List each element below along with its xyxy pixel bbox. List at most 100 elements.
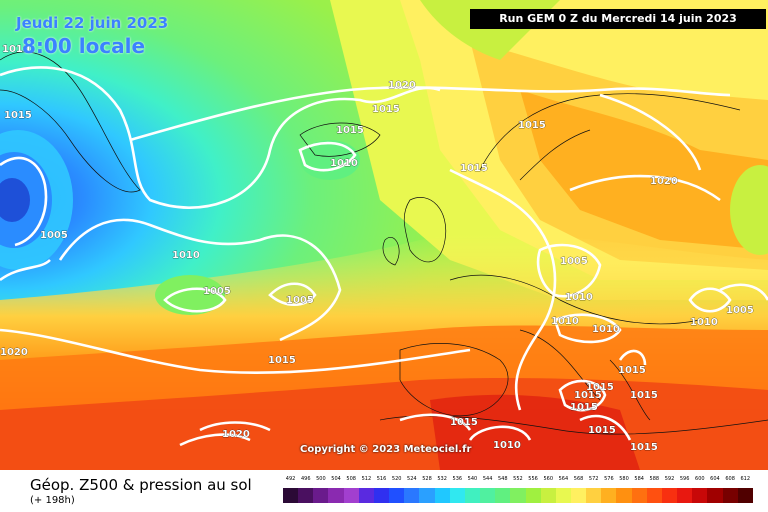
scale-swatch <box>631 488 647 503</box>
copyright: Copyright © 2023 Meteociel.fr <box>300 444 471 455</box>
pressure-label: 1015 <box>630 390 658 401</box>
scale-label: 568 <box>573 476 584 482</box>
scale-swatch <box>661 488 678 503</box>
forecast-time: 8:00 locale <box>22 34 146 58</box>
scale-label: 572 <box>588 476 599 482</box>
scale-swatch <box>707 488 723 503</box>
scale-swatch <box>464 488 481 503</box>
scale-swatch <box>510 488 526 503</box>
pressure-label: 1005 <box>286 295 314 306</box>
pressure-label: 1005 <box>203 286 231 297</box>
scale-label: 540 <box>467 476 478 482</box>
pressure-labels: 1010 1015 1005 1020 1015 1015 1010 1015 … <box>0 44 754 454</box>
scale-label: 548 <box>497 476 508 482</box>
scale-swatch <box>480 488 496 503</box>
isobars <box>0 66 768 447</box>
pressure-label: 1015 <box>588 425 616 436</box>
copyright-line1: Copyright © 2023 Meteociel.fr <box>300 444 472 455</box>
pressure-label: 1005 <box>560 256 588 267</box>
pressure-label: 1015 <box>574 390 602 401</box>
scale-label: 508 <box>346 476 356 482</box>
scale-label: 584 <box>634 476 644 482</box>
chart-title: Géop. Z500 & pression au sol <box>30 476 252 494</box>
pressure-label: 1020 <box>222 429 250 440</box>
scale-bar <box>283 488 753 503</box>
scale-label: 604 <box>710 476 720 482</box>
scale-label: 608 <box>725 476 735 482</box>
forecast-offset: (+ 198h) <box>30 495 75 506</box>
scale-swatch <box>328 488 344 503</box>
scale-label: 520 <box>391 476 402 482</box>
scale-label: 564 <box>558 476 569 482</box>
pressure-label: 1010 <box>551 316 579 327</box>
scale-swatch <box>419 488 435 503</box>
scale-labels: 492 496 500 504 508 512 516 520 524 528 532 536 540 5… <box>283 476 753 486</box>
scale-swatch <box>525 488 541 503</box>
scale-label: 500 <box>316 476 326 482</box>
pressure-label: 1010 <box>172 250 200 261</box>
scale-swatch <box>313 488 329 503</box>
scale-label: 596 <box>679 476 690 482</box>
pressure-label: 1015 <box>336 125 364 136</box>
forecast-date: Jeudi 22 juin 2023 <box>16 14 169 32</box>
scale-label: 576 <box>604 476 614 482</box>
pressure-label: 1015 <box>450 417 478 428</box>
pressure-label: 1005 <box>726 305 754 316</box>
scale-label: 532 <box>437 476 447 482</box>
scale-label: 512 <box>361 476 372 482</box>
scale-label: 600 <box>695 476 705 482</box>
scale-swatch <box>555 488 571 503</box>
scale-swatch <box>373 488 390 503</box>
pressure-label: 1020 <box>650 176 678 187</box>
scale-label: 552 <box>513 476 523 482</box>
pressure-label: 1020 <box>388 80 416 91</box>
run-banner: Run GEM 0 Z du Mercredi 14 juin 2023 <box>470 9 766 29</box>
scale-swatch <box>616 488 632 503</box>
scale-label: 504 <box>331 476 341 482</box>
pressure-label: 1010 <box>330 158 358 169</box>
scale-swatch <box>570 488 587 503</box>
scale-label: 588 <box>649 476 660 482</box>
forecast-map: 1010 1015 1005 1020 1015 1015 1010 1015 … <box>0 0 768 470</box>
pressure-label: 1015 <box>268 355 296 366</box>
scale-swatch <box>646 488 662 503</box>
pressure-label: 1015 <box>618 365 646 376</box>
scale-swatch <box>495 488 511 503</box>
pressure-label: 1015 <box>630 442 658 453</box>
footer: Géop. Z500 & pression au sol (+ 198h) 49… <box>0 470 768 512</box>
scale-label: 524 <box>407 476 417 482</box>
scale-swatch <box>343 488 359 503</box>
scale-swatch <box>737 488 753 503</box>
pressure-label: 1010 <box>493 440 521 451</box>
scale-swatch <box>434 488 450 503</box>
pressure-label: 1015 <box>372 104 400 115</box>
scale-label: 516 <box>376 476 387 482</box>
scale-swatch <box>389 488 405 503</box>
pressure-label: 1015 <box>586 382 614 393</box>
scale-label: 556 <box>528 476 538 482</box>
scale-swatch <box>601 488 617 503</box>
pressure-label: 1015 <box>518 120 546 131</box>
scale-label: 496 <box>300 476 311 482</box>
pressure-label: 1015 <box>570 402 598 413</box>
scale-swatch <box>722 488 738 503</box>
pressure-label: 1020 <box>0 347 28 358</box>
scale-label: 536 <box>452 476 463 482</box>
coastlines <box>0 51 768 435</box>
scale-swatch <box>677 488 693 503</box>
scale-label: 560 <box>543 476 553 482</box>
pressure-label: 1010 <box>565 292 593 303</box>
scale-label: 612 <box>740 476 751 482</box>
scale-label: 580 <box>619 476 629 482</box>
scale-swatch <box>449 488 465 503</box>
scale-swatch <box>586 488 602 503</box>
pressure-label: 1010 <box>592 324 620 335</box>
scale-swatch <box>283 488 299 503</box>
pressure-label: 1015 <box>460 163 488 174</box>
pressure-label: 1010 <box>690 317 718 328</box>
scale-swatch <box>692 488 708 503</box>
scale-label: 528 <box>422 476 432 482</box>
pressure-label: 1010 <box>2 44 30 55</box>
pressure-label: 1015 <box>4 110 32 121</box>
scale-label: 492 <box>285 476 296 482</box>
